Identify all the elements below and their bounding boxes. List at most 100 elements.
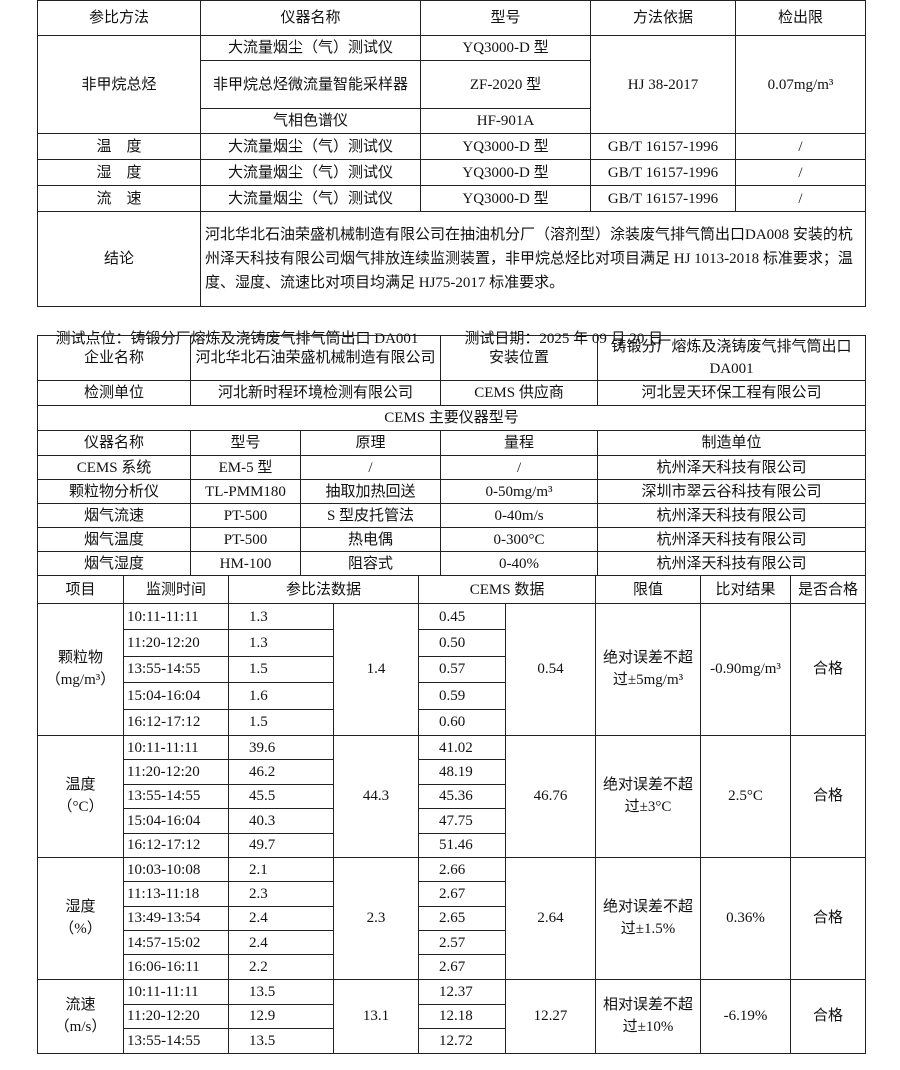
cems-average: 2.64 xyxy=(505,856,597,980)
column-header: 是否合格 xyxy=(790,575,867,604)
table-row: 企业名称 河北华北石油荣盛机械制造有限公司 安装位置 铸锻分厂熔炼及浇铸废气排气筒出口… xyxy=(37,335,867,381)
item-cell: 非甲烷总烃 xyxy=(37,35,201,134)
column-header: 检出限 xyxy=(735,0,866,36)
cell: 热电偶 xyxy=(299,527,442,552)
model-cell: YQ3000-D 型 xyxy=(420,159,591,186)
cell: 阻容式 xyxy=(299,551,442,576)
table-row: 颗粒物 （mg/m³） 10:11-11:11 1.3 1.4 0.45 0.54 绝对误差不… xyxy=(37,602,867,736)
table-row: 15:04-16:04 1.6 0.59 xyxy=(38,682,866,710)
table-row: 流 速大流量烟尘（气）测试仪 YQ3000-D 型 GB/T 16157-1996/ xyxy=(37,185,866,212)
item-unit: （°C） xyxy=(57,799,104,816)
cell: 0-50mg/m³ xyxy=(440,479,599,504)
conclusion-label: 结论 xyxy=(37,211,201,307)
cell: 抽取加热回送 xyxy=(299,479,442,504)
column-header: 制造单位 xyxy=(597,430,867,456)
cems-value: 0.50 xyxy=(418,629,507,657)
result-cell: 0.36% xyxy=(700,856,792,980)
ref-value: 1.6 xyxy=(228,682,334,710)
table-row: CEMS 主要仪器型号 xyxy=(36,405,867,431)
verdict-cell: 合格 xyxy=(790,978,867,1054)
location-value: 铸锻分厂熔炼及浇铸废气排气筒出口 DA001 xyxy=(597,335,867,381)
table-row: 11:20-12:20 12.9 12.18 xyxy=(38,1003,866,1030)
table-row: 烟气温度 PT-500 热电偶 0-300°C 杭州泽天科技有限公司 xyxy=(37,527,867,552)
cems-value: 41.02 xyxy=(418,734,507,761)
basis-cell: GB/T 16157-1996 xyxy=(590,159,736,186)
table-row: 11:20-12:20 46.2 48.19 xyxy=(38,759,866,785)
ref-value: 2.4 xyxy=(228,905,334,932)
result-cell: -0.90mg/m³ xyxy=(700,603,792,736)
limit-cell: / xyxy=(735,159,866,186)
table-row: 13:49-13:54 2.4 2.65 xyxy=(38,905,866,932)
ref-value: 2.3 xyxy=(228,881,334,907)
cems-value: 0.59 xyxy=(418,682,507,710)
basis-cell: GB/T 16157-1996 xyxy=(590,133,736,160)
cell: S 型皮托管法 xyxy=(299,503,442,528)
header-row: 项目 监测时间 参比法数据 CEMS 数据 限值 比对结果 是否合格 xyxy=(37,575,867,604)
ref-value: 13.5 xyxy=(228,978,334,1005)
column-header: 参比法数据 xyxy=(227,575,420,604)
conclusion-text: 河北华北石油荣盛机械制造有限公司在抽油机分厂（溶剂型）涂装废气排气筒出口DA00… xyxy=(200,211,866,307)
instrument-cell: 非甲烷总烃微流量智能采样器 xyxy=(200,60,421,109)
table-row: 13:55-14:55 13.5 12.72 xyxy=(38,1028,866,1054)
cems-value: 2.57 xyxy=(418,930,507,956)
time-cell: 13:49-13:54 xyxy=(123,905,229,932)
time-cell: 10:03-10:08 xyxy=(123,856,229,883)
cems-value: 2.66 xyxy=(418,856,507,883)
table-row: 温 度大流量烟尘（气）测试仪 YQ3000-D 型 GB/T 16157-1996/ xyxy=(37,133,866,160)
item-name: 流速 xyxy=(65,997,96,1014)
cems-info-table: 企业名称 河北华北石油荣盛机械制造有限公司 安装位置 铸锻分厂熔炼及浇铸废气排气筒出口… xyxy=(36,335,867,576)
time-cell: 16:06-16:11 xyxy=(123,954,229,980)
time-cell: 16:12-17:12 xyxy=(123,832,229,858)
cems-value: 12.37 xyxy=(418,978,507,1005)
cems-value: 45.36 xyxy=(418,783,507,810)
table-row: 颗粒物分析仪 TL-PMM180 抽取加热回送 0-50mg/m³ 深圳市翠云谷科技有限… xyxy=(37,479,867,504)
instrument-cell: 气相色谱仪 xyxy=(200,108,421,134)
ref-value: 2.1 xyxy=(228,856,334,883)
location-label: 安装位置 xyxy=(440,335,599,381)
ref-value: 1.3 xyxy=(228,602,334,631)
cems-average: 0.54 xyxy=(505,603,597,736)
limit-cell: 相对误差不超过±10% xyxy=(595,978,702,1054)
column-header: 原理 xyxy=(299,430,442,456)
column-header: 限值 xyxy=(595,575,702,604)
limit-cell: / xyxy=(735,133,866,160)
result-cell: -6.19% xyxy=(700,978,792,1054)
name-cell: 大流量烟尘（气）测试仪 xyxy=(200,159,421,186)
table-row: 16:06-16:11 2.2 2.67 xyxy=(38,954,866,980)
ref-average: 2.3 xyxy=(332,856,420,980)
item-name: 温度 xyxy=(65,777,96,794)
column-header: 仪器名称 xyxy=(200,0,421,36)
table-row: 湿 度大流量烟尘（气）测试仪 YQ3000-D 型 GB/T 16157-1996/ xyxy=(37,159,866,186)
ref-value: 2.4 xyxy=(228,930,334,956)
model-cell: YQ3000-D 型 xyxy=(420,35,591,61)
table-row: 13:55-14:55 1.5 0.57 xyxy=(38,655,866,684)
cell: / xyxy=(440,455,599,480)
column-header: 监测时间 xyxy=(123,575,229,604)
column-header: 参比方法 xyxy=(37,0,201,36)
column-header: 比对结果 xyxy=(700,575,792,604)
table-row: 非甲烷总烃 大流量烟尘（气）测试仪 YQ3000-D 型 HJ 38-2017 0.07… xyxy=(37,35,866,134)
limit-cell: 绝对误差不超过±1.5% xyxy=(595,856,702,980)
result-cell: 2.5°C xyxy=(700,734,792,858)
time-cell: 15:04-16:04 xyxy=(123,682,229,710)
column-header: 量程 xyxy=(440,430,599,456)
ref-value: 13.5 xyxy=(228,1028,334,1054)
cell: 0-40% xyxy=(440,551,599,576)
model-cell: HF-901A xyxy=(420,108,591,134)
ref-value: 49.7 xyxy=(228,832,334,858)
reference-method-table: 参比方法 仪器名称 型号 方法依据 检出限 非甲烷总烃 大流量烟尘（气）测试仪 YQ3000-… xyxy=(37,0,866,307)
ref-value: 1.3 xyxy=(228,629,334,657)
cell: 杭州泽天科技有限公司 xyxy=(597,455,867,480)
table-row: CEMS 系统 EM-5 型 / / 杭州泽天科技有限公司 xyxy=(37,455,867,480)
column-header: 型号 xyxy=(190,430,301,456)
column-header: 项目 xyxy=(37,575,124,604)
cems-value: 2.65 xyxy=(418,905,507,932)
cems-value: 12.72 xyxy=(418,1028,507,1054)
column-header: CEMS 数据 xyxy=(418,575,597,604)
limit-cell: 绝对误差不超过±5mg/m³ xyxy=(595,603,702,736)
item-unit: （%） xyxy=(59,921,102,938)
item-cell: 湿 度 xyxy=(37,159,201,186)
unit-label: 检测单位 xyxy=(37,380,191,406)
ref-value: 39.6 xyxy=(228,734,334,761)
table-row: 16:12-17:12 49.7 51.46 xyxy=(38,832,866,858)
